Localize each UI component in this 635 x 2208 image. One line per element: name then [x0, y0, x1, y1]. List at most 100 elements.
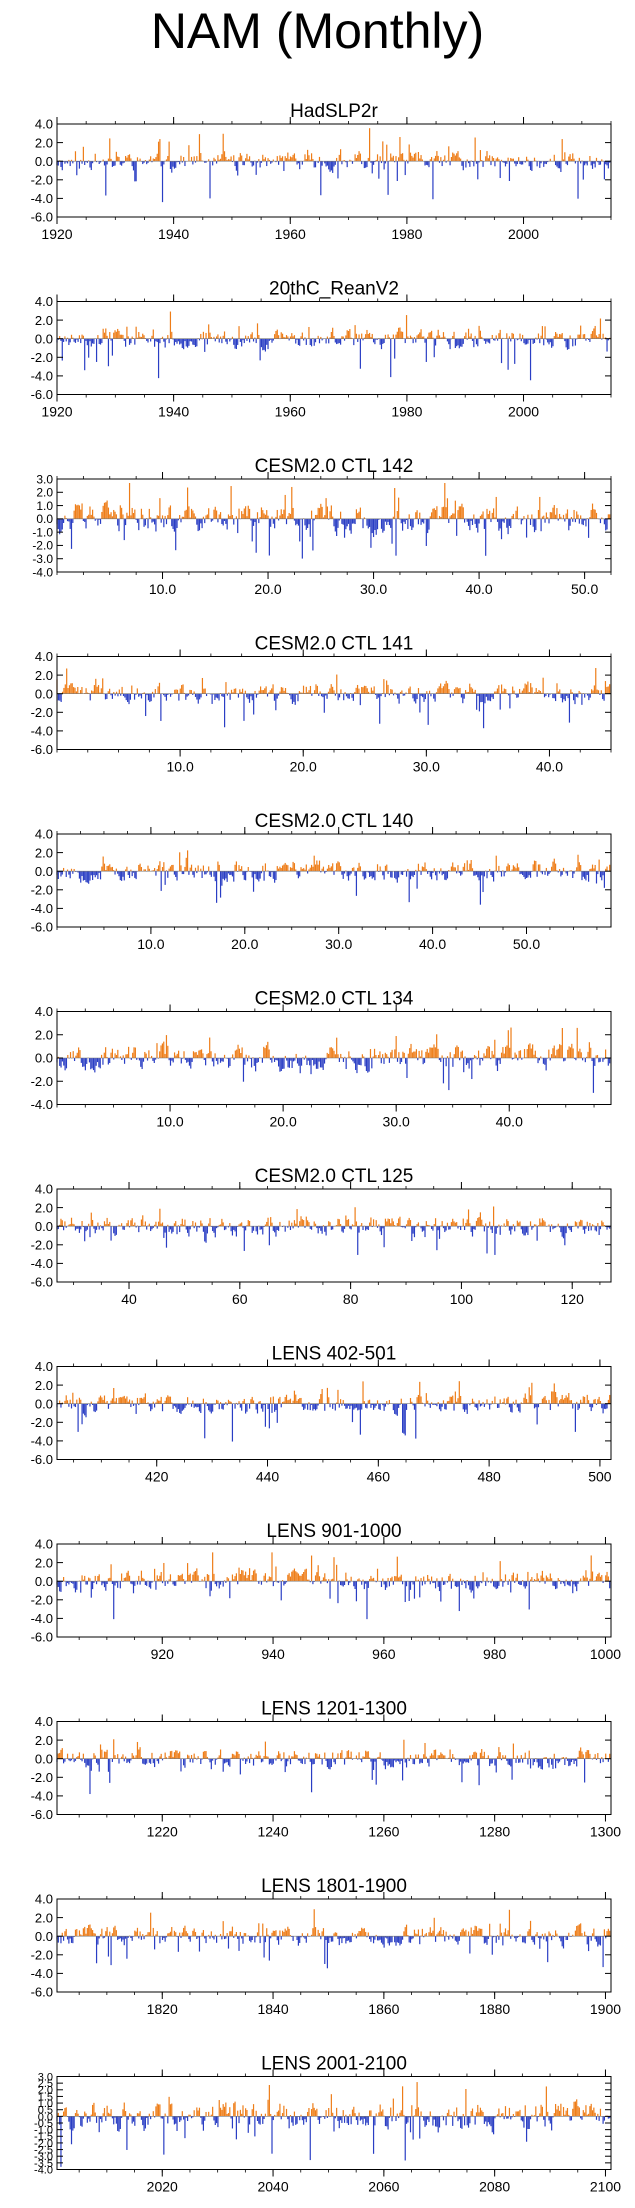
plot-frame	[56, 1188, 612, 1283]
x-tick-label: 460	[367, 1469, 391, 1485]
x-tick-label: 20.0	[254, 581, 281, 597]
x-tick-label: 1960	[275, 404, 306, 420]
y-tick-label: 2.0	[36, 486, 53, 500]
y-tick-label: 0.0	[35, 686, 53, 701]
x-tick-label: 420	[145, 1469, 169, 1485]
y-tick-label: 0.0	[35, 331, 53, 346]
y-tick-label: 4.0	[35, 827, 53, 842]
panel-title: LENS 1201-1300	[261, 1699, 407, 1720]
bars	[56, 1027, 611, 1093]
panel-title: 20thC_ReanV2	[269, 279, 399, 300]
x-tick-label: 20.0	[290, 759, 317, 775]
y-tick-label: -6.0	[31, 387, 53, 402]
y-tick-label: 4.0	[35, 1537, 53, 1552]
y-tick-label: -4.0	[31, 1097, 53, 1112]
y-tick-label: 0.0	[35, 1051, 53, 1066]
x-tick-label: 920	[151, 1646, 175, 1662]
x-tick-label: 30.0	[413, 759, 440, 775]
y-tick-label: -4.0	[31, 1256, 53, 1271]
y-tick-label: -4.0	[31, 369, 53, 384]
y-tick-label: -4.0	[31, 1434, 53, 1449]
bars	[56, 668, 611, 729]
panel-title: LENS 402-501	[272, 1344, 397, 1365]
y-tick-label: -6.0	[31, 1630, 53, 1645]
plot-frame	[56, 833, 612, 928]
y-tick-label: -2.0	[31, 350, 53, 365]
y-tick-label: -4.0	[31, 1789, 53, 1804]
panel-title: HadSLP2r	[290, 101, 378, 122]
x-tick-label: 2000	[508, 226, 539, 242]
panel-title: LENS 1801-1900	[261, 1876, 407, 1897]
panel-10: LENS 1201-1300 4.0 2.0 0.0 -2.0 -4.0 -6.0 1220 1…	[31, 1699, 622, 1840]
y-tick-label: 4.0	[35, 117, 53, 132]
y-tick-label: 2.0	[35, 668, 53, 683]
x-tick-label: 1940	[158, 404, 189, 420]
panel-title: CESM2.0 CTL 125	[255, 1166, 414, 1187]
y-tick-label: 1.0	[36, 499, 53, 513]
bars	[56, 1739, 611, 1795]
panel-9: LENS 901-1000 4.0 2.0 0.0 -2.0 -4.0 -6.0 920 940…	[31, 1521, 622, 1662]
x-tick-label: 1920	[41, 404, 72, 420]
y-tick-label: 2.0	[35, 1555, 53, 1570]
plot-frame	[56, 301, 612, 395]
x-tick-label: 10.0	[166, 759, 193, 775]
x-tick-label: 1920	[41, 226, 72, 242]
x-tick-label: 1280	[479, 1824, 510, 1840]
panel-title: CESM2.0 CTL 141	[255, 634, 414, 655]
y-tick-label: -4.0	[31, 901, 53, 916]
x-tick-label: 1240	[257, 1824, 288, 1840]
y-tick-label: 0.0	[35, 864, 53, 879]
y-tick-label: 2.0	[35, 1378, 53, 1393]
panel-title: CESM2.0 CTL 142	[255, 456, 414, 477]
y-tick-label: -2.0	[31, 1237, 53, 1252]
plot-frame	[56, 1366, 612, 1460]
y-tick-label: 2.0	[35, 313, 53, 328]
x-tick-label: 1300	[590, 1824, 621, 1840]
x-tick-label: 40.0	[465, 581, 492, 597]
panel-4: CESM2.0 CTL 141 4.0 2.0 0.0 -2.0 -4.0 -6.0 10.0…	[31, 634, 612, 775]
panel-7: CESM2.0 CTL 125 4.0 2.0 0.0 -2.0 -4.0 -6.0 40 60…	[31, 1166, 612, 1307]
y-tick-label: 3.0	[36, 472, 53, 486]
x-tick-label: 1960	[275, 226, 306, 242]
bars	[56, 128, 611, 203]
x-tick-label: 10.0	[137, 936, 164, 952]
x-tick-label: 40.0	[536, 759, 563, 775]
x-tick-label: 30.0	[360, 581, 387, 597]
bars	[56, 1552, 611, 1620]
x-tick-label: 40.0	[496, 1114, 523, 1130]
bars	[56, 1206, 611, 1255]
x-tick-label: 100	[450, 1291, 474, 1307]
panel-title: LENS 901-1000	[266, 1521, 401, 1542]
y-tick-label: -1.0	[32, 525, 53, 539]
x-tick-label: 10.0	[149, 581, 176, 597]
y-tick-label: -4.0	[31, 1611, 53, 1626]
y-tick-label: -6.0	[31, 210, 53, 225]
y-tick-label: 4.0	[35, 1359, 53, 1374]
y-tick-label: -2.0	[31, 705, 53, 720]
x-tick-label: 1000	[590, 1646, 621, 1662]
y-tick-label: 4.0	[35, 294, 53, 309]
y-tick-label: 2.0	[35, 135, 53, 150]
bars	[56, 1381, 611, 1442]
y-tick-label: -2.0	[31, 1074, 53, 1089]
x-tick-label: 500	[588, 1469, 612, 1485]
x-tick-label: 20.0	[269, 1114, 296, 1130]
y-tick-label: 0.0	[35, 1396, 53, 1411]
x-tick-label: 480	[477, 1469, 501, 1485]
x-tick-label: 2000	[508, 404, 539, 420]
y-tick-label: 4.0	[35, 1714, 53, 1729]
panel-3: CESM2.0 CTL 142 3.02.01.00.0-1.0-2.0-3.0-…	[32, 456, 612, 597]
panel-title: CESM2.0 CTL 140	[255, 811, 414, 832]
x-tick-label: 10.0	[156, 1114, 183, 1130]
x-tick-label: 940	[261, 1646, 285, 1662]
y-tick-label: 0.0	[35, 154, 53, 169]
y-tick-label: 2.0	[35, 845, 53, 860]
y-tick-label: 0.0	[35, 1574, 53, 1589]
plot-frame	[56, 478, 612, 573]
x-tick-label: 40.0	[419, 936, 446, 952]
y-tick-label: -4.0	[31, 724, 53, 739]
y-tick-label: -4.0	[31, 191, 53, 206]
